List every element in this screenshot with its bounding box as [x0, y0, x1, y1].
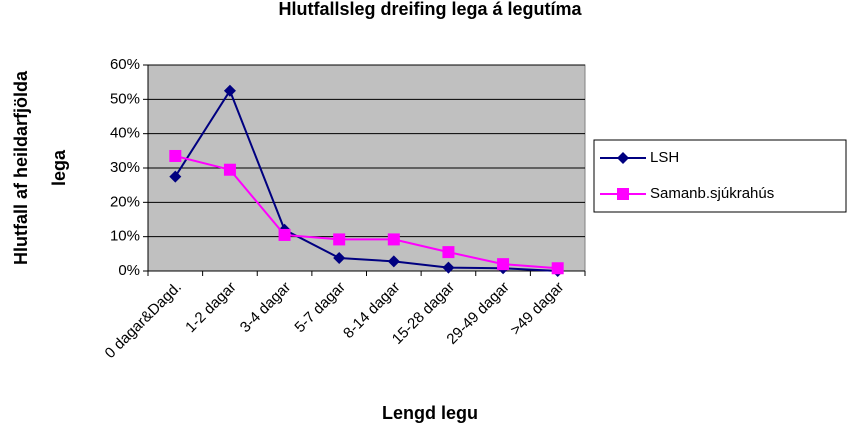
legend-label: Samanb.sjúkrahús: [650, 185, 774, 202]
legend-marker: [617, 188, 629, 200]
series-line: [174, 88, 558, 272]
x-tick-label: 3-4 dagar: [237, 279, 294, 336]
x-tick-label: 0 dagar&Dagd.: [102, 279, 185, 362]
data-point: [223, 163, 236, 176]
data-point: [551, 262, 564, 275]
data-point: [442, 246, 455, 259]
data-point: [169, 170, 182, 183]
data-point: [169, 149, 182, 162]
y-tick-label: 40%: [110, 125, 140, 142]
y-axis-title: Hlutfall af heildarfjölda: [11, 70, 31, 265]
data-point: [387, 255, 400, 268]
data-point: [278, 228, 291, 241]
series-line: [175, 155, 558, 270]
data-point: [387, 233, 400, 246]
data-point: [497, 258, 510, 271]
y-axis-title: lega: [49, 149, 69, 186]
legend: [593, 139, 847, 213]
chart-title: Hlutfallsleg dreifing lega á legutíma: [278, 0, 582, 19]
x-axis-title: Lengd legu: [382, 403, 478, 423]
x-tick-label: 1-2 dagar: [182, 279, 239, 336]
legend-label: LSH: [650, 149, 679, 166]
x-tick-label: 5-7 dagar: [291, 279, 348, 336]
y-tick-label: 50%: [110, 90, 140, 107]
x-tick-label: >49 dagar: [507, 279, 567, 339]
y-tick-label: 10%: [110, 228, 140, 245]
y-tick-label: 60%: [110, 56, 140, 73]
y-tick-label: 0%: [118, 262, 140, 279]
data-point: [333, 251, 346, 264]
y-tick-label: 30%: [110, 159, 140, 176]
legend-marker: [617, 152, 629, 164]
data-point: [442, 261, 455, 274]
data-point: [333, 233, 346, 246]
data-point: [223, 84, 236, 97]
y-tick-label: 20%: [110, 193, 140, 210]
